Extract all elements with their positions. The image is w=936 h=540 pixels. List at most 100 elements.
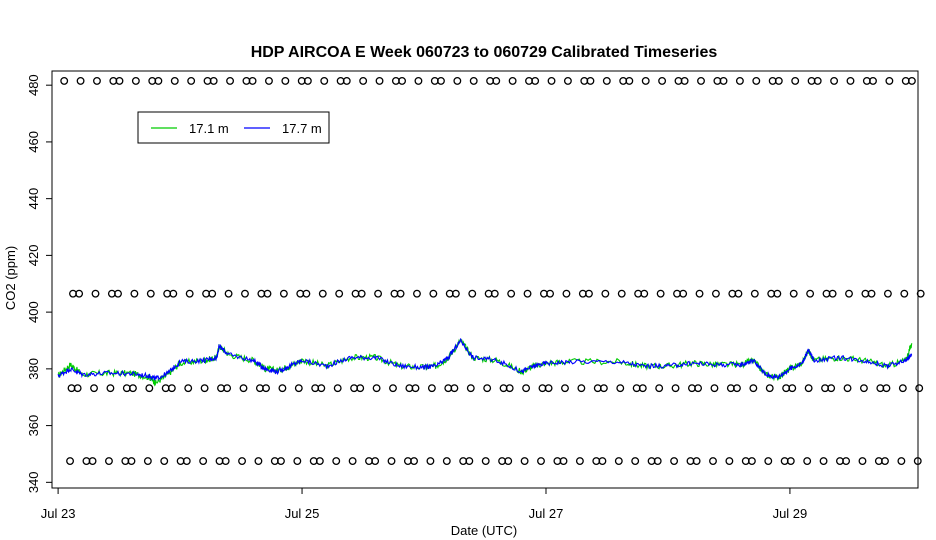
reference-point [302, 289, 311, 298]
reference-point [520, 457, 529, 466]
reference-point [507, 289, 516, 298]
reference-point [789, 289, 798, 298]
reference-point [806, 289, 815, 298]
y-tick-label: 340 [26, 471, 41, 493]
reference-point [585, 289, 593, 298]
reference-point [106, 384, 115, 393]
reference-point [469, 76, 478, 85]
plot-area: 340 360 380 400 420 440 460 480 Jul 23 Jul 25 Jul … [26, 70, 925, 521]
reference-point [73, 384, 82, 393]
reference-point [66, 457, 75, 466]
reference-point [265, 76, 273, 85]
reference-point [342, 76, 351, 85]
reference-point [694, 384, 703, 393]
reference-point [453, 76, 462, 85]
reference-point [241, 289, 249, 298]
reference-point [638, 384, 647, 393]
reference-point [169, 289, 178, 298]
reference-point [200, 384, 209, 393]
reference-point [710, 384, 719, 393]
reference-point [830, 76, 839, 85]
reference-point [842, 457, 851, 466]
reference-point [239, 384, 248, 393]
x-tick-label: Jul 27 [529, 506, 564, 521]
reference-point [128, 384, 137, 393]
reference-point [185, 289, 194, 298]
reference-point [88, 457, 97, 466]
reference-point [170, 76, 179, 85]
reference-point [752, 76, 761, 85]
reference-point [773, 289, 782, 298]
reference-point [747, 457, 756, 466]
reference-point [154, 76, 163, 85]
reference-point [481, 457, 490, 466]
series-line-17-7-m [57, 338, 913, 382]
plot-frame [51, 70, 919, 489]
reference-point [586, 76, 595, 85]
reference-point [734, 289, 743, 298]
reference-point [224, 289, 233, 298]
reference-point [375, 76, 384, 85]
reference-point [411, 384, 420, 393]
reference-point [115, 76, 124, 85]
reference-point [883, 289, 892, 298]
reference-point [398, 76, 407, 85]
reference-point [505, 384, 514, 393]
reference-point [114, 289, 122, 298]
reference-point [372, 384, 381, 393]
reference-point [617, 289, 626, 298]
reference-point [656, 289, 665, 298]
reference-point [735, 76, 744, 85]
reference-point [869, 76, 877, 85]
reference-point [522, 384, 531, 393]
reference-point [75, 289, 84, 298]
reference-point [208, 289, 217, 298]
reference-point [263, 289, 272, 298]
x-tick-label: Jul 23 [41, 506, 76, 521]
reference-point [791, 76, 800, 85]
reference-point [859, 384, 868, 393]
reference-point [357, 289, 366, 298]
reference-point [281, 76, 290, 85]
reference-point [389, 384, 397, 393]
reference-point [692, 457, 701, 466]
reference-point [320, 76, 329, 85]
reference-point [356, 384, 365, 393]
reference-point [414, 76, 423, 85]
reference-point [91, 289, 100, 298]
reference-point [429, 289, 438, 298]
reference-point [671, 384, 680, 393]
reference-point [348, 457, 357, 466]
reference-point [827, 384, 836, 393]
reference-point [277, 457, 285, 466]
reference-point [733, 384, 741, 393]
reference-point [846, 76, 855, 85]
reference-point [492, 76, 501, 85]
reference-point [828, 289, 837, 298]
reference-point [881, 457, 889, 466]
reference-point [544, 384, 553, 393]
reference-point [523, 289, 532, 298]
reference-point [900, 289, 909, 298]
reference-point [531, 76, 540, 85]
reference-point [915, 384, 924, 393]
reference-point [427, 384, 436, 393]
y-tick-label: 480 [26, 74, 41, 96]
reference-point [788, 384, 797, 393]
y-tick-label: 440 [26, 188, 41, 210]
reference-point [167, 384, 176, 393]
y-tick-label: 360 [26, 415, 41, 437]
legend-label: 17.1 m [189, 121, 229, 136]
reference-point [813, 76, 822, 85]
reference-point [845, 289, 853, 298]
legend: 17.1 m 17.7 m [137, 111, 330, 144]
reference-point [614, 457, 623, 466]
reference-point [248, 76, 257, 85]
reference-point [317, 384, 326, 393]
reference-point [786, 457, 795, 466]
reference-point [803, 457, 812, 466]
reference-point [897, 457, 906, 466]
reference-point [160, 457, 169, 466]
reference-point [303, 76, 312, 85]
